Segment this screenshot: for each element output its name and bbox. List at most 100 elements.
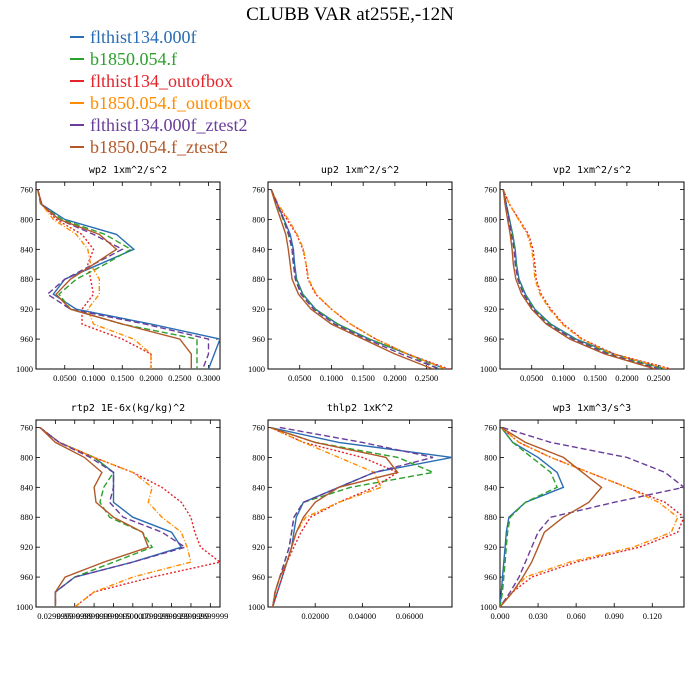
series-line-3 [37, 189, 152, 369]
x-tick-label: 0.2500 [647, 373, 670, 383]
x-tick-label: 0.1799999 [134, 611, 170, 621]
x-tick-label: 0.0500 [53, 373, 76, 383]
y-tick-label: 1000 [248, 364, 265, 374]
series-line-6 [502, 189, 656, 369]
y-tick-label: 800 [20, 214, 33, 224]
panel-3: vp2 1xm^2/s^2 760 800 840 880 920 960 1000 0.050… [480, 165, 685, 383]
y-tick-label: 760 [484, 184, 497, 194]
legend-swatch [70, 80, 84, 82]
x-tick-label: 0.1199999 [96, 611, 132, 621]
x-tick-label: 0.1500 [583, 373, 606, 383]
x-tick-label: 0.1500 [351, 373, 374, 383]
y-tick-label: 880 [252, 512, 265, 522]
y-tick-label: 760 [20, 422, 33, 432]
series-line-1 [500, 427, 565, 607]
panel-2: up2 1xm^2/s^2 760 800 840 880 920 960 1000 0.050… [248, 165, 453, 383]
series-line-4 [39, 426, 192, 607]
y-tick-label: 800 [252, 452, 265, 462]
y-tick-label: 960 [20, 572, 33, 582]
legend-swatch [70, 102, 84, 104]
x-tick-label: 0.000 [490, 611, 509, 621]
legend-label: b1850.054.f_ztest2 [90, 137, 228, 157]
x-tick-label: 0.2000 [383, 373, 406, 383]
series-line-5 [500, 426, 684, 607]
legend-item: b1850.054.f [70, 48, 251, 70]
legend-swatch [70, 146, 84, 148]
x-tick-label: 0.2500 [415, 373, 438, 383]
y-tick-label: 920 [252, 304, 265, 314]
legend-item: flthist134.000f_ztest2 [70, 114, 251, 136]
y-tick-label: 880 [20, 274, 33, 284]
y-tick-label: 1000 [16, 602, 33, 612]
y-tick-label: 840 [484, 244, 497, 254]
series-line-2 [500, 427, 559, 607]
x-tick-label: 0.120 [643, 611, 662, 621]
x-tick-label: 0.04000 [349, 611, 377, 621]
panel-title: wp2 1xm^2/s^2 [89, 165, 167, 176]
x-tick-label: 0.0599999 [57, 611, 93, 621]
x-tick-label: 0.1000 [320, 373, 343, 383]
y-tick-label: 840 [484, 482, 497, 492]
x-tick-label: 0.2099999 [154, 611, 190, 621]
x-tick-label: 0.0899999 [76, 611, 112, 621]
series-line-5 [39, 426, 187, 607]
series-line-3 [270, 426, 400, 607]
panel-title: vp2 1xm^2/s^2 [553, 165, 631, 176]
y-tick-label: 920 [484, 304, 497, 314]
series-line-6 [500, 426, 603, 607]
panel-1: wp2 1xm^2/s^2 760 800 840 880 920 960 1000 0.050… [16, 165, 221, 383]
series-line-1 [270, 426, 452, 607]
x-tick-label: 0.060 [567, 611, 586, 621]
legend-swatch [70, 58, 84, 60]
y-tick-label: 920 [20, 542, 33, 552]
y-tick-label: 840 [252, 482, 265, 492]
series-line-5 [270, 189, 440, 369]
series-line-6 [270, 426, 399, 607]
series-line-6 [39, 426, 150, 607]
y-tick-label: 880 [20, 512, 33, 522]
x-tick-label: 0.2500 [168, 373, 191, 383]
series-line-6 [37, 189, 193, 369]
y-tick-label: 880 [484, 512, 497, 522]
plot-frame [267, 181, 453, 370]
y-tick-label: 800 [20, 452, 33, 462]
series-line-2 [37, 189, 198, 369]
panel-title: thlp2 1xK^2 [327, 403, 393, 414]
legend: flthist134.000f b1850.054.f flthist134_out… [70, 26, 251, 158]
plot-frame [267, 419, 453, 608]
x-tick-label: 0.2000 [139, 373, 162, 383]
plot-frame [35, 419, 221, 608]
y-tick-label: 960 [20, 334, 33, 344]
figure-title: CLUBB VAR at255E,-12N [246, 4, 454, 25]
series-line-2 [39, 426, 154, 607]
y-tick-label: 840 [252, 244, 265, 254]
series-line-3 [39, 426, 220, 607]
y-tick-label: 800 [484, 452, 497, 462]
y-tick-label: 1000 [16, 364, 33, 374]
x-tick-label: 0.02000 [301, 611, 329, 621]
legend-item: b1850.054.f_ztest2 [70, 136, 251, 158]
series-line-6 [270, 189, 434, 369]
legend-label: flthist134.000f [90, 27, 197, 47]
panel-4: rtp2 1E-6x(kg/kg)^2 760 800 840 880 920 960 100… [16, 403, 228, 621]
legend-item: flthist134.000f [70, 26, 251, 48]
y-tick-label: 920 [252, 542, 265, 552]
series-line-2 [270, 189, 440, 369]
plot-frame [499, 419, 685, 608]
y-tick-label: 760 [20, 184, 33, 194]
x-tick-label: 0.06000 [396, 611, 424, 621]
series-line-4 [502, 189, 669, 369]
series-line-4 [500, 426, 679, 607]
legend-swatch [70, 36, 84, 38]
panel-title: rtp2 1E-6x(kg/kg)^2 [71, 403, 185, 414]
series-line-5 [502, 189, 659, 369]
y-tick-label: 960 [484, 334, 497, 344]
legend-label: b1850.054.f_outofbox [90, 93, 251, 113]
x-tick-label: 0.2399999 [173, 611, 209, 621]
y-tick-label: 920 [20, 304, 33, 314]
y-tick-label: 760 [252, 422, 265, 432]
plot-frame [35, 181, 221, 370]
y-tick-label: 960 [252, 334, 265, 344]
legend-item: flthist134_outofbox [70, 70, 251, 92]
